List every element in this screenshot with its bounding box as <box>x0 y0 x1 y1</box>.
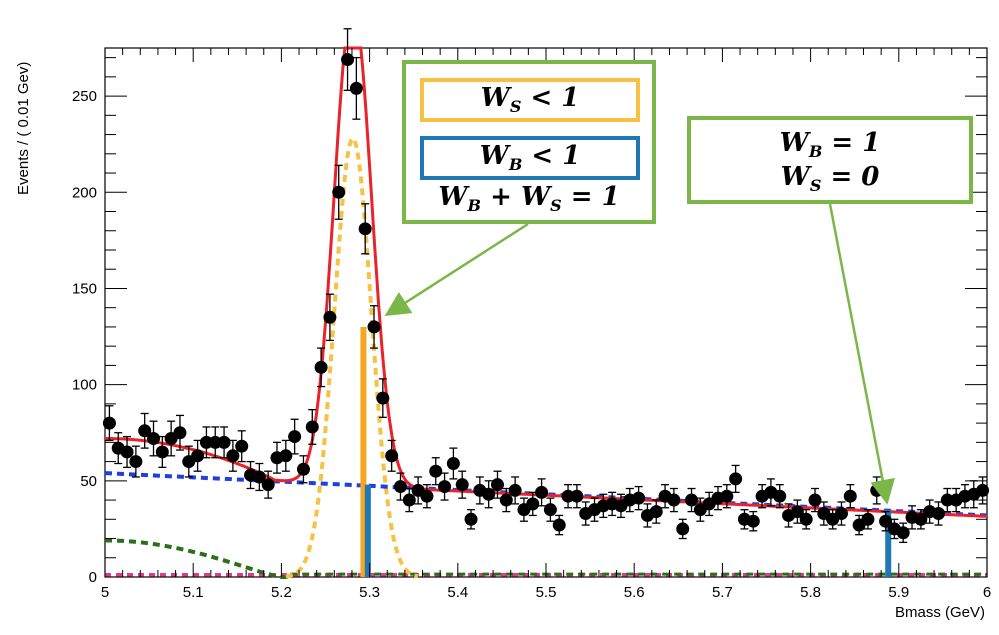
background-weight-bar-peak <box>364 484 371 577</box>
data-point <box>129 455 143 469</box>
data-point <box>376 391 390 405</box>
x-tick-label: 5.4 <box>447 584 468 601</box>
data-point <box>790 505 804 519</box>
data-point <box>499 493 513 507</box>
data-point <box>261 478 275 492</box>
data-point <box>147 431 161 445</box>
data-point <box>861 512 875 526</box>
data-point <box>508 483 522 497</box>
data-point <box>296 462 310 476</box>
data-point <box>420 489 434 503</box>
data-point <box>773 489 787 503</box>
data-point <box>464 512 478 526</box>
data-point <box>976 483 990 497</box>
data-point <box>843 489 857 503</box>
x-tick-label: 5.2 <box>271 584 292 601</box>
data-point <box>226 449 240 463</box>
low-mass-component-curve <box>105 538 291 579</box>
data-point <box>402 493 416 507</box>
annotation-arrow-peak <box>384 222 529 317</box>
data-point <box>314 360 328 374</box>
data-point <box>349 81 363 95</box>
data-point <box>385 449 399 463</box>
data-point <box>896 526 910 540</box>
data-point <box>834 507 848 521</box>
y-tick-label: 0 <box>89 569 97 586</box>
annotation-box-tail: WB = 1 WS = 0 <box>687 116 973 204</box>
x-tick-label: 5.7 <box>712 584 733 601</box>
data-point <box>358 222 372 236</box>
annotation-arrow-tail <box>828 203 895 505</box>
data-point <box>341 53 355 67</box>
x-tick-label: 5 <box>101 584 109 601</box>
data-point <box>720 489 734 503</box>
data-point <box>632 491 646 505</box>
data-point <box>429 464 443 478</box>
y-tick-label: 200 <box>72 184 97 201</box>
x-tick-label: 5.8 <box>800 584 821 601</box>
x-tick-label: 6 <box>983 584 991 601</box>
data-point <box>305 420 319 434</box>
data-point <box>808 493 822 507</box>
y-tick-label: 50 <box>80 473 97 490</box>
data-point <box>667 493 681 507</box>
background-weight-bar-tail <box>885 509 892 577</box>
wb-lt-1-box: WB < 1 <box>420 136 640 180</box>
data-point <box>649 505 663 519</box>
data-point <box>931 507 945 521</box>
data-point <box>799 512 813 526</box>
sum-equation-label: WB + WS = 1 <box>438 182 620 216</box>
x-tick-label: 5.5 <box>536 584 557 601</box>
x-tick-label: 5.3 <box>359 584 380 601</box>
data-point <box>155 445 169 459</box>
data-point <box>746 514 760 528</box>
signal-weight-bar <box>360 326 367 577</box>
data-point <box>438 480 452 494</box>
ws-eq-0-label: WS = 0 <box>780 162 880 196</box>
data-point <box>279 449 293 463</box>
data-point <box>676 522 690 536</box>
data-point <box>217 435 231 449</box>
wb-lt-1-label: WB < 1 <box>479 141 581 175</box>
data-point <box>393 480 407 494</box>
data-point <box>482 487 496 501</box>
ws-lt-1-box: WS < 1 <box>420 78 640 122</box>
data-point <box>288 430 302 444</box>
data-point <box>120 445 134 459</box>
data-point <box>879 514 893 528</box>
data-point <box>870 483 884 497</box>
data-point <box>173 426 187 440</box>
data-point <box>252 470 266 484</box>
x-tick-label: 5.1 <box>183 584 204 601</box>
wb-eq-1-label: WB = 1 <box>779 128 881 162</box>
data-point <box>455 478 469 492</box>
y-tick-label: 100 <box>72 377 97 394</box>
data-point <box>535 485 549 499</box>
data-point <box>552 518 566 532</box>
data-point <box>138 424 152 438</box>
data-point <box>729 472 743 486</box>
data-point <box>332 185 346 199</box>
data-point <box>191 449 205 463</box>
y-tick-label: 150 <box>72 280 97 297</box>
x-tick-label: 5.9 <box>888 584 909 601</box>
ws-lt-1-label: WS < 1 <box>480 83 580 117</box>
data-point <box>446 457 460 471</box>
data-point <box>235 439 249 453</box>
data-point <box>526 497 540 511</box>
annotation-box-peak: WS < 1 WB < 1 WB + WS = 1 <box>402 60 656 224</box>
data-point <box>323 310 337 324</box>
data-point <box>914 512 928 526</box>
data-point <box>685 493 699 507</box>
y-tick-label: 250 <box>72 88 97 105</box>
data-point <box>490 478 504 492</box>
signal-component-curve <box>285 135 419 579</box>
x-tick-label: 5.6 <box>624 584 645 601</box>
data-point <box>543 503 557 517</box>
data-point <box>367 320 381 334</box>
data-point <box>570 489 584 503</box>
